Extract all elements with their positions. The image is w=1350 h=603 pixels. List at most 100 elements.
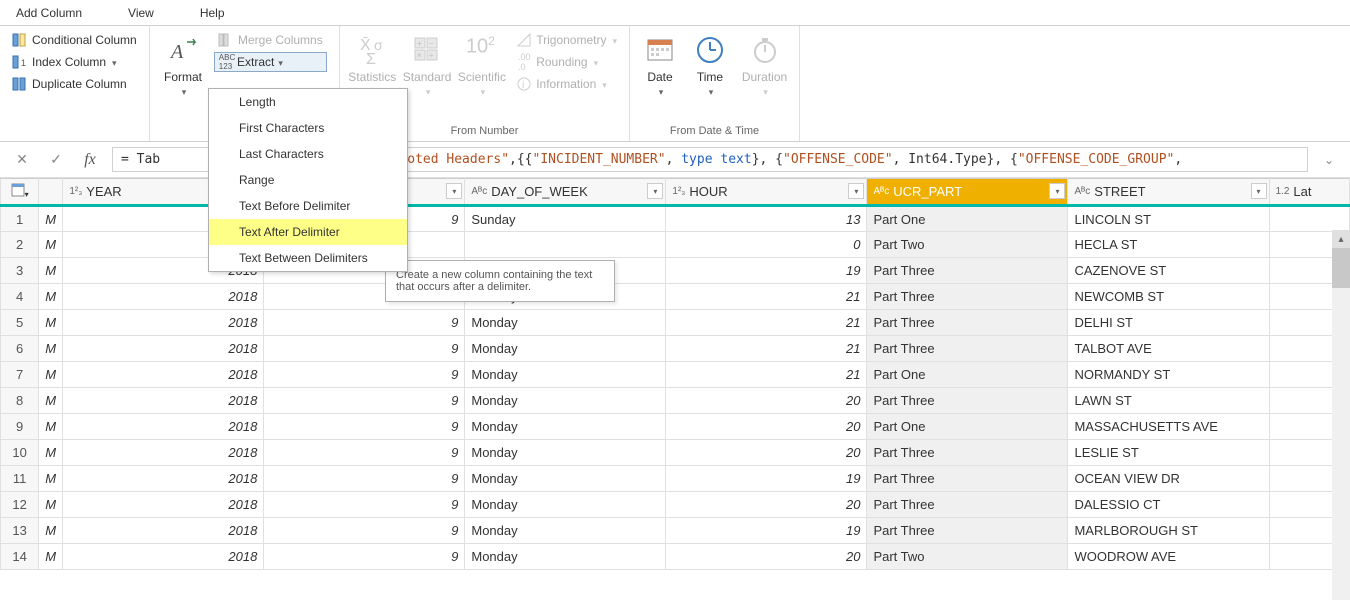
formula-accept-button[interactable]: ✓ xyxy=(44,148,68,172)
cell[interactable]: Monday xyxy=(465,440,666,466)
cell[interactable]: M xyxy=(39,544,63,570)
filter-button[interactable]: ▾ xyxy=(1251,183,1267,199)
cell[interactable]: Part Three xyxy=(867,388,1068,414)
cell[interactable]: DALESSIO CT xyxy=(1068,492,1269,518)
cell[interactable]: 2018 xyxy=(63,492,264,518)
cell[interactable]: 2018 xyxy=(63,336,264,362)
table-row[interactable]: 12M20189Monday20Part ThreeDALESSIO CT xyxy=(1,492,1350,518)
table-row[interactable]: 1M9Sunday13Part OneLINCOLN ST xyxy=(1,206,1350,232)
cell[interactable]: Monday xyxy=(465,310,666,336)
cell[interactable]: 2018 xyxy=(63,284,264,310)
table-row[interactable]: 10M20189Monday20Part ThreeLESLIE ST xyxy=(1,440,1350,466)
cell[interactable]: 21 xyxy=(666,362,867,388)
table-row[interactable]: 2M0Part TwoHECLA ST xyxy=(1,232,1350,258)
cell[interactable]: MARLBOROUGH ST xyxy=(1068,518,1269,544)
cell[interactable]: 7 xyxy=(1,362,39,388)
format-button[interactable]: A Format xyxy=(158,30,208,135)
cell[interactable]: 2018 xyxy=(63,414,264,440)
cell[interactable]: Monday xyxy=(465,492,666,518)
table-row[interactable]: 4M20189Monday21Part ThreeNEWCOMB ST xyxy=(1,284,1350,310)
menu-help[interactable]: Help xyxy=(192,2,233,24)
cell[interactable]: 19 xyxy=(666,466,867,492)
cell[interactable]: Monday xyxy=(465,336,666,362)
cell[interactable]: Monday xyxy=(465,466,666,492)
extract-first-chars[interactable]: First Characters xyxy=(209,115,407,141)
cell[interactable]: 19 xyxy=(666,518,867,544)
cell[interactable]: Part One xyxy=(867,362,1068,388)
table-row[interactable]: 11M20189Monday19Part ThreeOCEAN VIEW DR xyxy=(1,466,1350,492)
column-header-blank[interactable] xyxy=(39,179,63,206)
cell[interactable]: 21 xyxy=(666,284,867,310)
table-row[interactable]: 7M20189Monday21Part OneNORMANDY ST xyxy=(1,362,1350,388)
cell[interactable]: 0 xyxy=(666,232,867,258)
cell[interactable]: LINCOLN ST xyxy=(1068,206,1269,232)
menu-add-column[interactable]: Add Column xyxy=(8,2,90,24)
row-selector-header[interactable]: ▾ xyxy=(1,179,39,206)
cell[interactable] xyxy=(465,232,666,258)
cell[interactable]: 5 xyxy=(1,310,39,336)
table-row[interactable]: 8M20189Monday20Part ThreeLAWN ST xyxy=(1,388,1350,414)
cell[interactable]: OCEAN VIEW DR xyxy=(1068,466,1269,492)
cell[interactable]: 3 xyxy=(1,258,39,284)
cell[interactable]: 21 xyxy=(666,310,867,336)
table-row[interactable]: 6M20189Monday21Part ThreeTALBOT AVE xyxy=(1,336,1350,362)
cell[interactable]: 9 xyxy=(264,440,465,466)
cell[interactable]: Part Three xyxy=(867,284,1068,310)
scroll-up-button[interactable]: ▴ xyxy=(1332,230,1350,248)
cell[interactable]: M xyxy=(39,336,63,362)
vertical-scrollbar[interactable]: ▴ xyxy=(1332,230,1350,600)
cell[interactable]: M xyxy=(39,284,63,310)
extract-before-delim[interactable]: Text Before Delimiter xyxy=(209,193,407,219)
cell[interactable]: HECLA ST xyxy=(1068,232,1269,258)
table-row[interactable]: 9M20189Monday20Part OneMASSACHUSETTS AVE xyxy=(1,414,1350,440)
cell[interactable]: 2 xyxy=(1,232,39,258)
filter-button[interactable]: ▾ xyxy=(848,183,864,199)
table-row[interactable]: 13M20189Monday19Part ThreeMARLBOROUGH ST xyxy=(1,518,1350,544)
cell[interactable]: 9 xyxy=(264,544,465,570)
cell[interactable]: LESLIE ST xyxy=(1068,440,1269,466)
cell[interactable]: Part Three xyxy=(867,518,1068,544)
cell[interactable]: 20 xyxy=(666,388,867,414)
cell[interactable]: NEWCOMB ST xyxy=(1068,284,1269,310)
cell[interactable]: 14 xyxy=(1,544,39,570)
cell[interactable]: Part One xyxy=(867,206,1068,232)
extract-between-delim[interactable]: Text Between Delimiters xyxy=(209,245,407,271)
cell[interactable]: M xyxy=(39,518,63,544)
scroll-thumb[interactable] xyxy=(1332,248,1350,288)
cell[interactable]: MASSACHUSETTS AVE xyxy=(1068,414,1269,440)
cell[interactable]: TALBOT AVE xyxy=(1068,336,1269,362)
conditional-column-button[interactable]: Conditional Column xyxy=(8,30,141,50)
cell[interactable]: 6 xyxy=(1,336,39,362)
cell[interactable]: Monday xyxy=(465,388,666,414)
cell[interactable]: LAWN ST xyxy=(1068,388,1269,414)
cell[interactable]: 21 xyxy=(666,336,867,362)
cell[interactable]: 20 xyxy=(666,414,867,440)
cell[interactable]: M xyxy=(39,492,63,518)
cell[interactable]: 2018 xyxy=(63,466,264,492)
menu-view[interactable]: View xyxy=(120,2,162,24)
table-row[interactable]: 5M20189Monday21Part ThreeDELHI ST xyxy=(1,310,1350,336)
cell[interactable]: Monday xyxy=(465,362,666,388)
cell[interactable]: Part Three xyxy=(867,310,1068,336)
table-row[interactable]: 3M201819Part ThreeCAZENOVE ST xyxy=(1,258,1350,284)
table-row[interactable]: 14M20189Monday20Part TwoWOODROW AVE xyxy=(1,544,1350,570)
cell[interactable]: M xyxy=(39,466,63,492)
cell[interactable]: 2018 xyxy=(63,544,264,570)
cell[interactable]: 1 xyxy=(1,206,39,232)
index-column-button[interactable]: 1 Index Column xyxy=(8,52,141,72)
formula-cancel-button[interactable]: ✕ xyxy=(10,148,34,172)
filter-button[interactable]: ▾ xyxy=(446,183,462,199)
cell[interactable]: 9 xyxy=(264,518,465,544)
cell[interactable] xyxy=(1269,206,1350,232)
cell[interactable]: Monday xyxy=(465,414,666,440)
extract-after-delim[interactable]: Text After Delimiter xyxy=(209,219,407,245)
cell[interactable]: 2018 xyxy=(63,362,264,388)
cell[interactable]: 11 xyxy=(1,466,39,492)
cell[interactable]: 9 xyxy=(264,362,465,388)
column-header-ucr-part[interactable]: Aᴮc UCR_PART▾ xyxy=(867,179,1068,206)
cell[interactable]: M xyxy=(39,414,63,440)
cell[interactable]: Part One xyxy=(867,414,1068,440)
cell[interactable]: 2018 xyxy=(63,388,264,414)
time-button[interactable]: Time xyxy=(688,30,732,123)
column-header-street[interactable]: Aᴮc STREET▾ xyxy=(1068,179,1269,206)
